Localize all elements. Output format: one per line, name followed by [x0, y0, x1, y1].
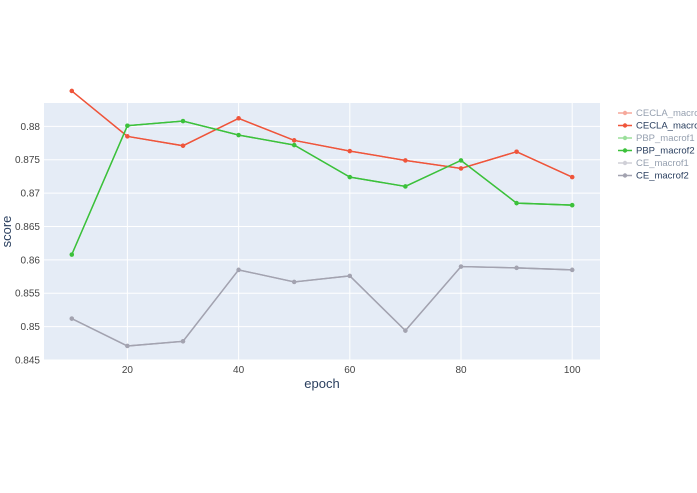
series-CE_macrof2 — [69, 264, 575, 349]
y-tick-labels: 0.845 0.85 0.855 0.86 0.865 0.87 0.875 0.88 — [15, 122, 40, 367]
legend-label: CECLA_macrof2 — [636, 121, 697, 132]
legend-swatch-marker — [622, 110, 628, 116]
legend-swatch-marker — [622, 123, 628, 128]
data-point — [458, 158, 464, 163]
series-line — [71, 90, 573, 178]
legend-label: CECLA_macrof1 — [636, 108, 697, 119]
data-point — [403, 158, 408, 163]
legend-label: PBP_macrof2 — [636, 146, 695, 157]
series-CECLA_macrof2 — [69, 88, 575, 180]
data-point — [347, 148, 352, 154]
x-tick-label: 100 — [564, 365, 581, 376]
data-point — [292, 142, 297, 148]
legend-label: CE_macrof1 — [636, 158, 689, 169]
data-point — [570, 174, 575, 180]
legend-swatch-marker — [622, 160, 628, 166]
y-tick-label: 0.865 — [15, 222, 40, 233]
data-point — [347, 273, 352, 279]
x-tick-labels: 20 40 60 80 100 — [122, 365, 581, 376]
series-line — [71, 120, 573, 255]
series-line — [71, 265, 573, 347]
data-point — [236, 116, 241, 121]
legend-item[interactable]: PBP_macrof1 — [618, 133, 695, 144]
legend-item[interactable]: CECLA_macrof2 — [618, 121, 697, 132]
y-axis-title: score — [0, 216, 14, 248]
legend-item[interactable]: CECLA_macrof1 — [618, 108, 697, 119]
data-point — [514, 265, 519, 271]
data-point — [125, 123, 130, 128]
data-point — [125, 134, 130, 139]
legend-swatch-marker — [622, 173, 628, 178]
x-tick-label: 20 — [122, 365, 134, 376]
series-group — [69, 88, 575, 349]
data-point — [514, 200, 519, 206]
y-tick-label: 0.86 — [21, 255, 41, 266]
legend-swatch-marker — [622, 148, 628, 153]
x-axis-title: epoch — [304, 376, 339, 391]
legend[interactable]: CECLA_macrof1 CECLA_macrof2PBP_macrof1 PBP… — [618, 108, 697, 182]
data-point — [125, 343, 130, 349]
legend-label: CE_macrof2 — [636, 171, 689, 182]
legend-item[interactable]: CE_macrof2 — [618, 171, 689, 182]
legend-swatch-marker — [622, 135, 628, 141]
data-point — [69, 252, 75, 257]
data-point — [292, 279, 297, 285]
legend-item[interactable]: PBP_macrof2 — [618, 146, 695, 157]
data-point — [180, 118, 186, 124]
legend-label: PBP_macrof1 — [636, 133, 695, 144]
x-tick-label: 40 — [233, 365, 245, 376]
data-point — [514, 149, 519, 154]
data-point — [458, 264, 464, 269]
data-point — [69, 88, 75, 94]
data-point — [570, 267, 575, 273]
data-point — [180, 339, 186, 344]
x-tick-label: 80 — [455, 365, 467, 376]
data-point — [180, 143, 186, 148]
data-point — [236, 132, 241, 138]
data-point — [292, 138, 297, 143]
y-tick-label: 0.845 — [15, 356, 40, 367]
data-point — [458, 166, 464, 171]
y-tick-label: 0.85 — [21, 322, 41, 333]
data-point — [236, 267, 241, 273]
data-point — [347, 174, 352, 180]
y-tick-label: 0.875 — [15, 155, 40, 166]
data-point — [403, 184, 408, 189]
data-point — [570, 202, 575, 208]
data-point — [403, 328, 408, 333]
data-point — [69, 316, 75, 321]
y-tick-label: 0.88 — [21, 122, 41, 133]
legend-item[interactable]: CE_macrof1 — [618, 158, 689, 169]
y-tick-label: 0.855 — [15, 289, 40, 300]
series-PBP_macrof2 — [69, 118, 575, 257]
y-tick-label: 0.87 — [21, 189, 41, 200]
grid — [44, 103, 600, 361]
x-tick-label: 60 — [344, 365, 356, 376]
